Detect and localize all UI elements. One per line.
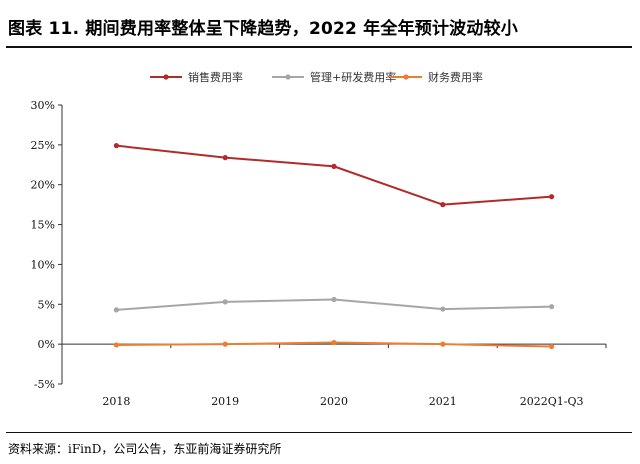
y-tick-label: 30% — [31, 99, 55, 112]
series-layer — [113, 143, 555, 350]
y-tick-label: -5% — [34, 378, 55, 391]
data-point — [549, 343, 555, 350]
legend-label: 财务费用率 — [428, 70, 483, 84]
source-rule — [6, 432, 632, 433]
x-tick-label: 2019 — [211, 395, 239, 408]
series-2 — [113, 339, 555, 350]
y-tick-label: 5% — [38, 298, 55, 311]
x-tick-label: 2022Q1-Q3 — [520, 395, 584, 408]
y-tick-label: 0% — [38, 338, 55, 351]
data-point — [222, 155, 228, 161]
data-point — [331, 296, 337, 303]
series-line — [116, 144, 552, 206]
legend-label: 销售费用率 — [188, 70, 243, 84]
y-tick-label: 15% — [31, 219, 55, 232]
data-point — [440, 341, 446, 347]
data-point — [440, 202, 446, 208]
y-tick-label: 20% — [31, 179, 55, 192]
legend-label: 管理+研发费用率 — [310, 70, 396, 84]
legend-swatch-marker — [403, 74, 409, 80]
series-1 — [113, 296, 555, 313]
x-axis: 2018 2019 2020 2021 2022Q1-Q3 — [61, 343, 607, 408]
x-tick-label: 2018 — [102, 395, 130, 408]
legend-item: 销售费用率 — [150, 70, 243, 84]
data-point — [549, 194, 555, 200]
legend-item: 管理+研发费用率 — [272, 70, 396, 84]
legend: 销售费用率 管理+研发费用率 财务费用率 — [150, 70, 483, 84]
source-note: 资料来源：iFinD，公司公告，东亚前海证券研究所 — [8, 442, 282, 456]
data-point — [113, 342, 119, 348]
legend-item: 财务费用率 — [390, 70, 483, 84]
data-point — [440, 306, 446, 312]
y-axis: 30% 25% 20% 15% 10% 5% 0% -5% — [31, 99, 63, 391]
data-point — [222, 299, 228, 305]
legend-swatch-marker — [285, 74, 291, 80]
figure-title: 图表 11. 期间费用率整体呈下降趋势，2022 年全年预计波动较小 — [8, 19, 518, 39]
data-point — [113, 143, 119, 149]
series-0 — [113, 143, 555, 208]
data-point — [549, 304, 555, 310]
legend-swatch-marker — [163, 74, 169, 80]
data-point — [331, 339, 337, 346]
line-chart: 销售费用率 管理+研发费用率 财务费用率 30% 25% 20% 15% 10% 5% 0% -5… — [31, 70, 607, 408]
data-point — [113, 307, 119, 313]
y-tick-label: 25% — [31, 139, 55, 152]
x-tick-label: 2021 — [429, 395, 457, 408]
data-point — [331, 163, 337, 169]
title-rule — [6, 46, 632, 48]
x-tick-label: 2020 — [320, 395, 348, 408]
data-point — [222, 341, 228, 347]
y-tick-label: 10% — [31, 258, 55, 271]
